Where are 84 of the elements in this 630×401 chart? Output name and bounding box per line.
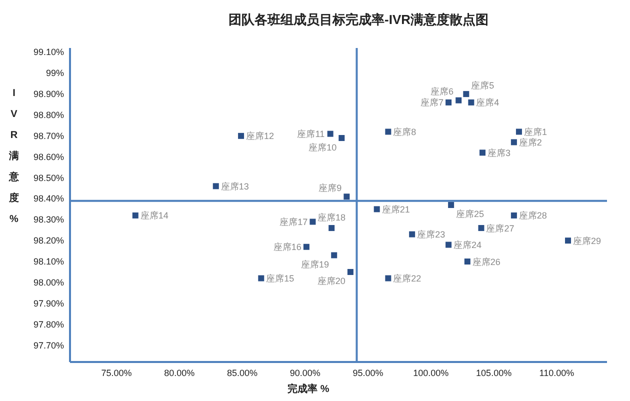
annotation: 座席17 xyxy=(280,216,308,227)
x-tick-label: 105.00% xyxy=(476,368,512,378)
annotation: 座席11 xyxy=(297,129,325,140)
point xyxy=(464,258,470,265)
annotation: 座席25 xyxy=(456,209,484,220)
annotation: 座席2 xyxy=(518,137,542,148)
point xyxy=(344,194,350,200)
point xyxy=(446,99,452,106)
y-tick-label: 98.60% xyxy=(33,152,64,162)
y-tick-label: 97.90% xyxy=(33,298,64,308)
y-tick-label: 99.10% xyxy=(33,47,64,58)
annotation: 座席3 xyxy=(487,148,511,158)
point xyxy=(347,268,354,275)
y-tick-label: 98.40% xyxy=(33,194,64,204)
point xyxy=(463,91,470,98)
point xyxy=(448,202,454,208)
y-tick-label: 98.20% xyxy=(33,236,64,246)
y-tick-label: 98.50% xyxy=(33,172,64,183)
y-tick-label: 98.70% xyxy=(33,130,64,141)
annotation: 座席4 xyxy=(476,98,500,108)
point xyxy=(328,225,335,232)
point xyxy=(338,135,345,142)
point xyxy=(303,244,310,250)
y-tick-label: 98.10% xyxy=(33,256,64,267)
annotation: 座席22 xyxy=(393,274,422,284)
x-tick-label: 95.00% xyxy=(352,368,384,378)
point xyxy=(212,183,219,190)
point xyxy=(132,212,138,218)
y-axis-title: IVR满意度% xyxy=(8,88,20,225)
point xyxy=(456,97,462,104)
annotation: 座席28 xyxy=(518,210,547,221)
x-tick-label: 80.00% xyxy=(164,368,195,378)
chart-title: 团队各班组成员目标完成率-IVR满意度散点图 xyxy=(228,12,488,27)
x-tick-label: 100.00% xyxy=(413,368,449,378)
annotation: 座席27 xyxy=(486,223,514,234)
annotation: 座席21 xyxy=(382,204,410,214)
point xyxy=(331,252,338,258)
point xyxy=(516,128,522,135)
point xyxy=(258,275,264,282)
y-tick-label: 98.30% xyxy=(33,214,64,225)
point xyxy=(446,242,452,248)
point xyxy=(510,139,517,146)
point xyxy=(374,206,380,212)
y-tick-label: 98.80% xyxy=(33,110,64,120)
point xyxy=(310,218,316,225)
y-tick-label: 98.00% xyxy=(33,277,64,288)
point xyxy=(238,132,244,139)
point xyxy=(478,225,484,232)
x-tick-label: 85.00% xyxy=(227,368,258,378)
annotation: 座席9 xyxy=(318,182,342,193)
annotation: 座席6 xyxy=(430,86,454,97)
x-tick-label: 90.00% xyxy=(290,368,320,378)
annotation: 座席16 xyxy=(273,242,302,252)
y-tick-label: 97.80% xyxy=(33,319,64,330)
annotation: 座席24 xyxy=(454,240,482,250)
annotation: 座席1 xyxy=(524,126,547,137)
point xyxy=(385,275,392,282)
annotation: 座席18 xyxy=(318,212,346,222)
point xyxy=(385,128,392,135)
annotation: 座席8 xyxy=(393,126,416,137)
y-tick-label: 98.90% xyxy=(33,89,64,100)
x-tick-label: 110.00% xyxy=(539,368,574,378)
x-axis-title: 完成率 % xyxy=(288,383,330,395)
annotation: 座席19 xyxy=(301,259,330,270)
annotation: 座席23 xyxy=(417,230,446,240)
annotation: 座席15 xyxy=(266,274,294,284)
annotation: 座席12 xyxy=(246,131,274,142)
annotation: 座席5 xyxy=(471,80,494,90)
point xyxy=(479,150,486,156)
point xyxy=(327,130,334,137)
point xyxy=(565,238,572,244)
annotation: 座席10 xyxy=(308,142,337,152)
annotation: 座席20 xyxy=(317,276,346,286)
point xyxy=(409,231,416,238)
y-tick-label: 99% xyxy=(46,68,64,78)
y-tick-label: 97.70% xyxy=(33,340,64,350)
point xyxy=(468,99,474,106)
annotation: 座席26 xyxy=(472,256,500,267)
point xyxy=(510,212,517,218)
x-tick-label: 75.00% xyxy=(101,368,132,378)
annotation: 座席29 xyxy=(573,236,602,246)
annotation: 座席7 xyxy=(420,98,444,108)
annotation: 座席13 xyxy=(220,181,249,192)
annotation: 座席14 xyxy=(140,210,168,221)
